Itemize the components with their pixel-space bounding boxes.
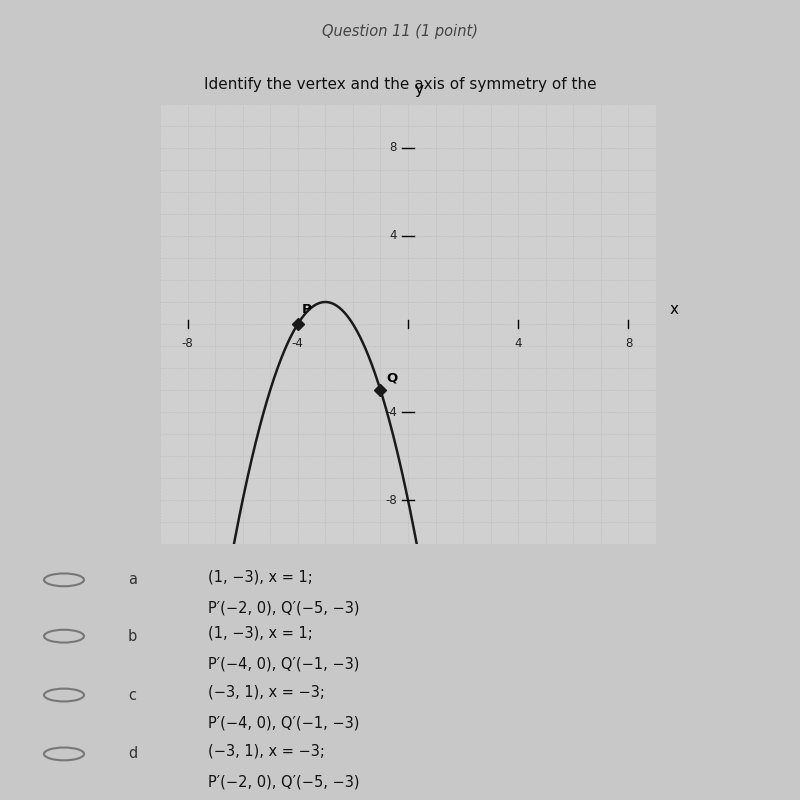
Text: c: c (128, 687, 136, 702)
Text: (1, −3), x = 1;: (1, −3), x = 1; (208, 570, 313, 585)
Text: -4: -4 (385, 406, 397, 418)
Text: y: y (415, 82, 424, 98)
Text: 4: 4 (390, 230, 397, 242)
Text: (−3, 1), x = −3;: (−3, 1), x = −3; (208, 685, 325, 700)
Text: (−3, 1), x = −3;: (−3, 1), x = −3; (208, 744, 325, 758)
Text: 8: 8 (625, 337, 632, 350)
Text: -4: -4 (292, 337, 304, 350)
Text: (1, −3), x = 1;: (1, −3), x = 1; (208, 626, 313, 641)
Text: d: d (128, 746, 138, 762)
Text: P′(−2, 0), Q′(−5, −3): P′(−2, 0), Q′(−5, −3) (208, 774, 359, 790)
Text: Question 11 (1 point): Question 11 (1 point) (322, 24, 478, 39)
Text: P: P (302, 303, 312, 316)
Text: a: a (128, 572, 137, 587)
Text: Identify the vertex and the axis of symmetry of the: Identify the vertex and the axis of symm… (204, 77, 596, 92)
Text: 8: 8 (390, 142, 397, 154)
Text: Q: Q (386, 371, 398, 384)
Text: P′(−4, 0), Q′(−1, −3): P′(−4, 0), Q′(−1, −3) (208, 715, 359, 730)
Text: P′(−4, 0), Q′(−1, −3): P′(−4, 0), Q′(−1, −3) (208, 657, 359, 672)
Text: x: x (670, 302, 678, 318)
Text: P′(−2, 0), Q′(−5, −3): P′(−2, 0), Q′(−5, −3) (208, 600, 359, 615)
Text: -8: -8 (182, 337, 194, 350)
Text: b: b (128, 629, 138, 644)
Text: 4: 4 (514, 337, 522, 350)
Text: -8: -8 (386, 494, 397, 506)
